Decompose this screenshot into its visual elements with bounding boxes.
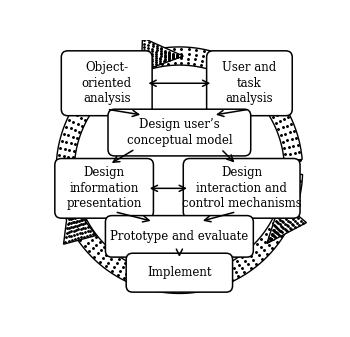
FancyBboxPatch shape — [108, 109, 251, 156]
Text: Prototype and evaluate: Prototype and evaluate — [110, 230, 248, 243]
FancyBboxPatch shape — [105, 216, 253, 257]
Polygon shape — [141, 38, 183, 71]
FancyBboxPatch shape — [126, 253, 232, 292]
Text: User and
task
analysis: User and task analysis — [222, 61, 276, 105]
Text: Design
interaction and
control mechanisms: Design interaction and control mechanism… — [182, 166, 302, 210]
Text: Implement: Implement — [147, 266, 212, 279]
Text: Design
information
presentation: Design information presentation — [66, 166, 142, 210]
FancyBboxPatch shape — [206, 51, 292, 116]
FancyBboxPatch shape — [55, 158, 153, 218]
Text: Object-
oriented
analysis: Object- oriented analysis — [82, 61, 132, 105]
Polygon shape — [56, 47, 302, 294]
FancyBboxPatch shape — [61, 51, 152, 116]
Polygon shape — [64, 200, 96, 244]
FancyBboxPatch shape — [183, 158, 300, 218]
Text: Design user’s
conceptual model: Design user’s conceptual model — [127, 118, 232, 147]
Polygon shape — [267, 201, 307, 244]
